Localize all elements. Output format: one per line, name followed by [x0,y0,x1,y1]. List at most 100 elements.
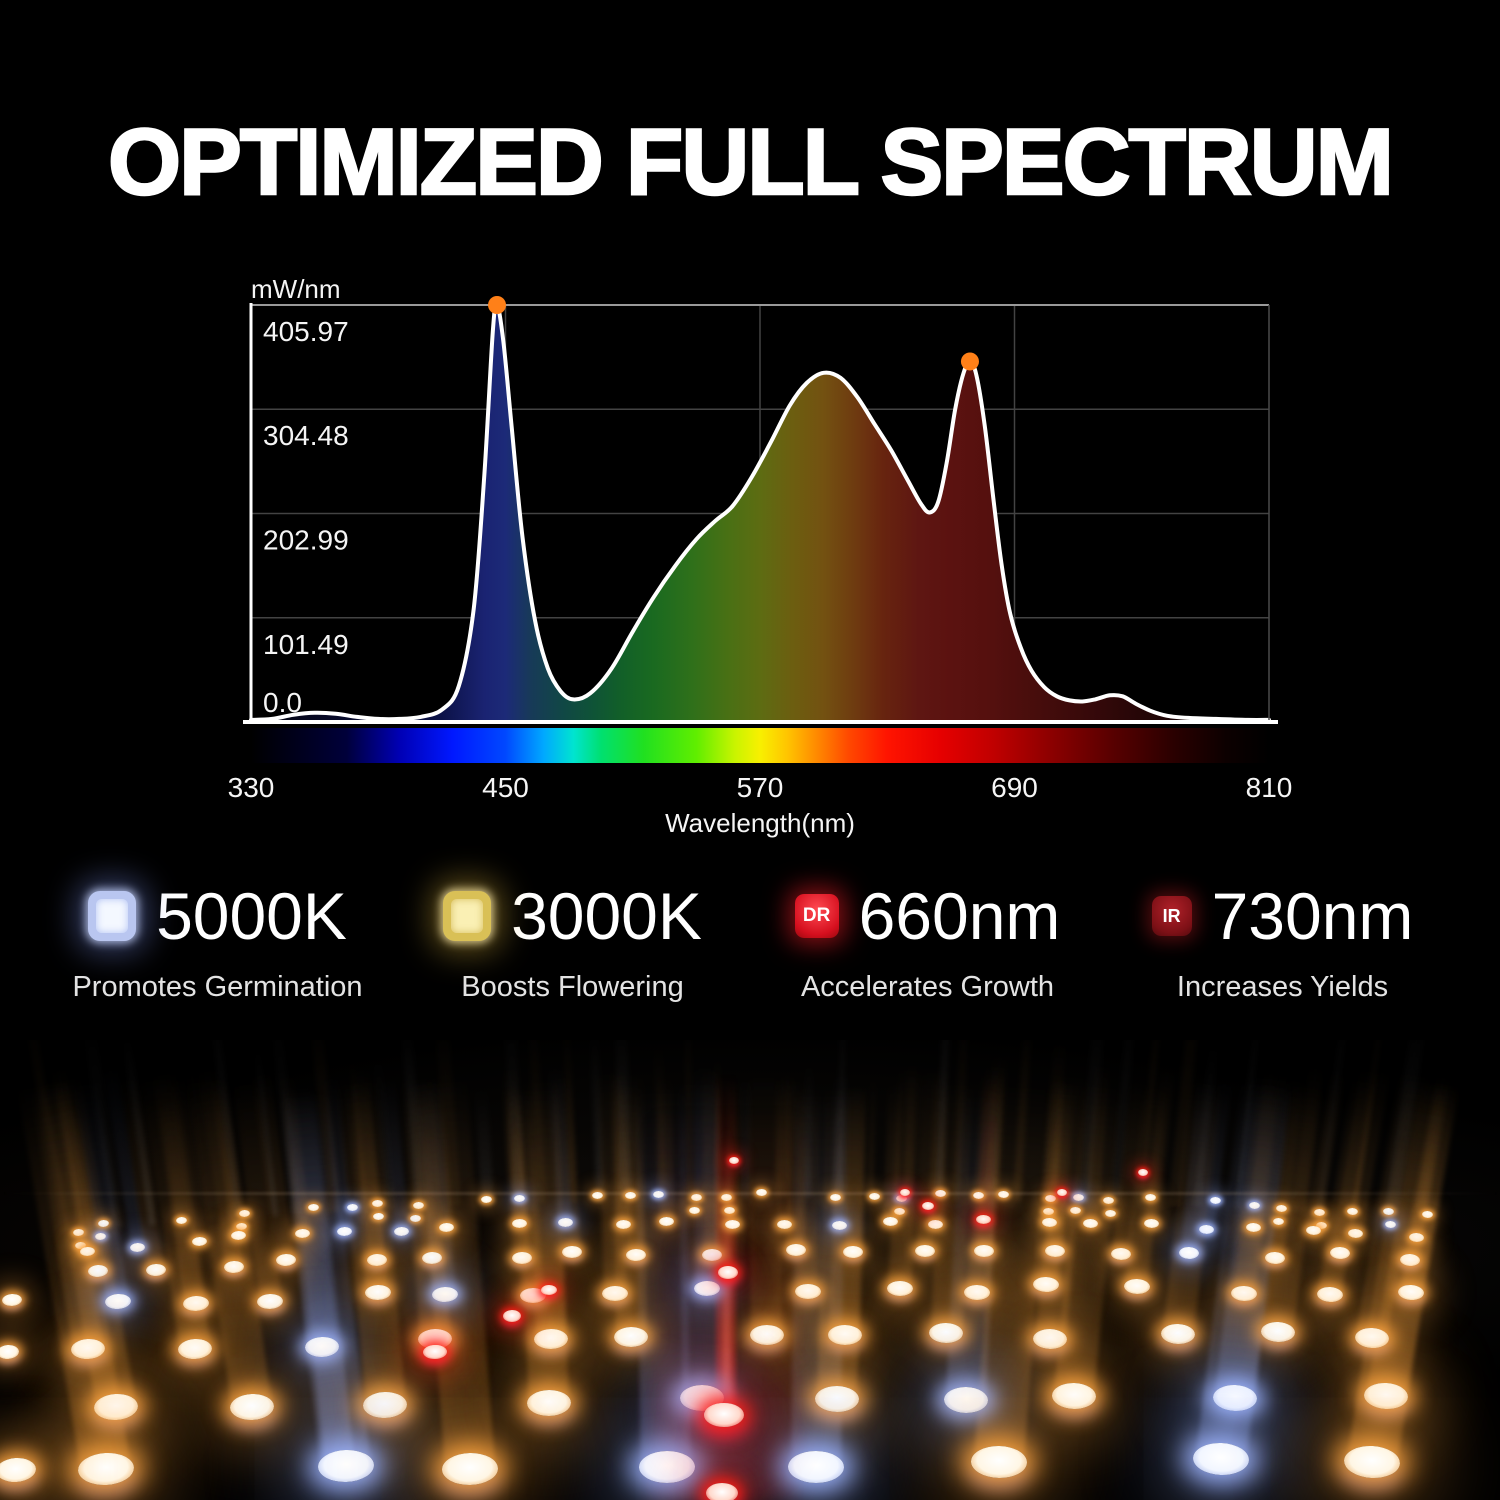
feature-3000k: 3000K Boosts Flowering [395,874,750,1004]
led-dot [749,1324,784,1345]
spectrum-area [251,304,1269,722]
feature-description: Promotes Germination [72,971,363,1003]
led-dot [480,1195,492,1204]
led-dot [175,1216,188,1224]
feature-value: 3000K [511,879,702,953]
led-dot [723,1206,735,1214]
feature-value: 660nm [858,879,1061,953]
led-dot [831,1220,847,1230]
led-board-photo [0,1040,1500,1500]
led-dot [526,1389,571,1417]
feature-730nm-head: IR 730nm [1151,874,1414,958]
spectrum-curve [249,302,1271,722]
light-beam [866,1070,877,1198]
x-axis-label: Wavelength(nm) [665,808,855,838]
led-dot [441,1452,499,1486]
led-dot [776,1220,792,1230]
led-dot [1044,1244,1065,1257]
feature-description: Accelerates Growth [800,971,1055,1003]
led-dot [638,1450,695,1484]
led-dot [104,1293,132,1310]
y-tick-label: 0.0 [263,687,302,718]
feature-730nm: IR 730nm Increases Yields [1105,874,1460,1004]
led-dot [229,1393,275,1422]
page-title: OPTIMIZED FULL SPECTRUM [107,108,1395,216]
y-axis-unit-label: mW/nm [251,274,341,304]
feature-value: 5000K [156,879,347,953]
y-tick-label: 304.48 [263,420,349,451]
feature-660nm-head: DR 660nm [794,874,1061,958]
y-tick-label: 202.99 [263,524,349,555]
led-dot [182,1295,209,1312]
feature-row: 5000K Promotes Germination 3000K Boosts … [40,874,1460,1004]
feature-660nm: DR 660nm Accelerates Growth [750,874,1105,1004]
led-dot [0,1344,20,1360]
led-dot [1051,1382,1096,1410]
white-led-chip-icon [88,891,137,941]
led-dot [703,1402,745,1428]
led-dot [964,1284,991,1301]
led-dot [842,1245,863,1258]
led-dot [914,1244,936,1258]
led-dot [363,1391,408,1419]
led-dot [1069,1206,1081,1215]
led-dot [1260,1321,1296,1344]
led-dot [129,1242,146,1253]
panel-horizon-glint [0,1192,1500,1195]
led-dot [257,1293,284,1310]
led-dot [192,1236,208,1247]
led-dot [0,1456,37,1484]
led-dot [705,1482,739,1500]
light-beam [474,1080,495,1205]
x-tick-label: 450 [482,772,529,803]
led-dot [717,1265,739,1279]
led-dot [886,1280,913,1296]
led-dot [921,1201,935,1211]
x-tick-label: 570 [737,772,784,803]
led-dot [235,1222,247,1230]
led-dot [943,1386,989,1414]
led-dot [728,1156,740,1164]
x-tick-label: 810 [1246,772,1293,803]
led-dot [882,1216,899,1226]
light-beam [721,1112,731,1412]
led-dot [336,1226,353,1236]
feature-description: Boosts Flowering [461,971,684,1003]
led-dot [145,1263,167,1277]
led-dot [557,1217,573,1227]
led-dot [1041,1217,1057,1227]
x-tick-label: 690 [991,772,1038,803]
spectrum-plot: mW/nm 0.0 101.49 202.99 304.48 405.97 330 450 57… [228,274,1293,838]
led-dot [613,1326,649,1347]
feature-description: Increases Yields [1176,971,1389,1003]
led-dot [788,1450,845,1484]
led-dot [1314,1208,1326,1216]
led-dot [1384,1220,1397,1229]
feature-value: 730nm [1211,879,1414,953]
led-dot [1137,1168,1149,1176]
infrared-badge-icon: IR [1151,896,1192,936]
led-dot [1209,1196,1222,1205]
led-dot [786,1243,807,1256]
led-dot [975,1214,991,1225]
wavelength-colorbar [251,728,1269,763]
led-dot [562,1245,583,1259]
feature-5000k: 5000K Promotes Germination [40,874,395,1004]
led-dot [794,1284,821,1300]
led-dot [317,1449,375,1484]
led-dot [393,1226,409,1236]
led-dot [372,1212,384,1220]
led-dot [827,1324,862,1346]
led-dot [177,1338,213,1360]
led-dot [511,1218,527,1228]
led-dot [928,1219,944,1229]
feature-3000k-head: 3000K [443,874,702,958]
warm-led-chip-icon [443,891,492,941]
deep-red-badge-icon: DR [794,894,839,938]
led-dot [1,1293,23,1307]
spectrum-chart: mW/nm 0.0 101.49 202.99 304.48 405.97 330 450 57… [0,260,1500,860]
led-dot [371,1199,384,1207]
feature-5000k-head: 5000K [88,874,347,958]
led-dot [1248,1201,1261,1210]
